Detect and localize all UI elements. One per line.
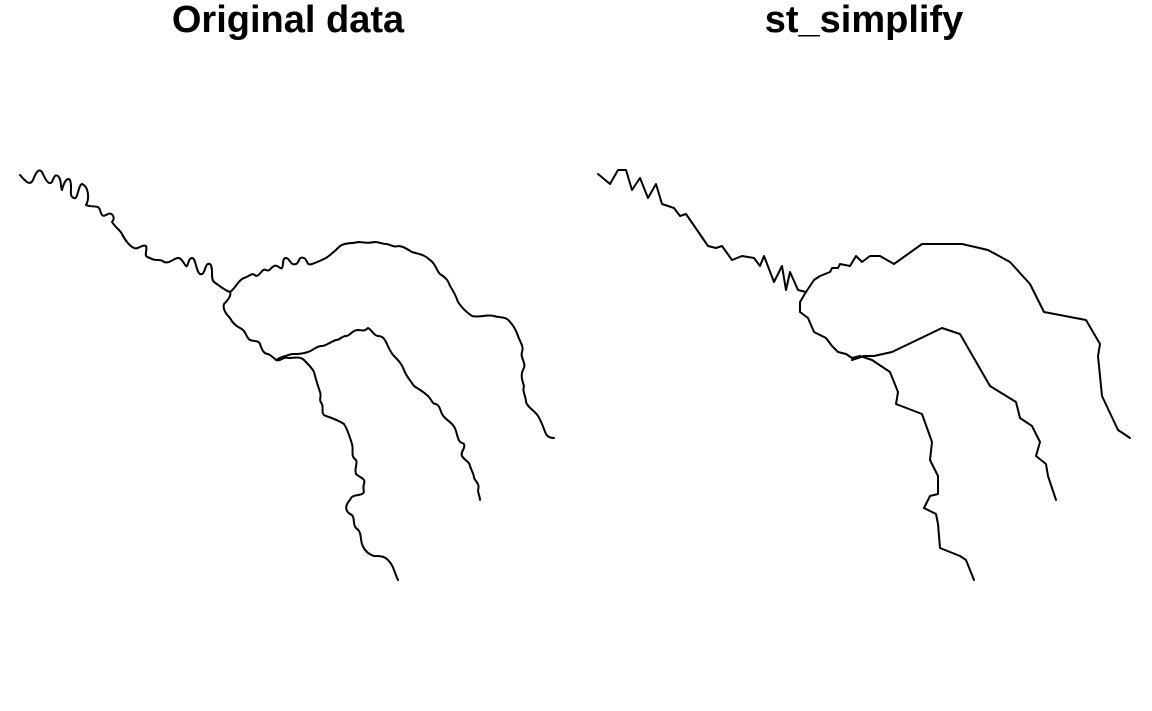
river-network-original-map bbox=[19, 169, 555, 581]
panel-title-simplified: st_simplify bbox=[764, 0, 964, 41]
original-data-panel: Original data bbox=[19, 0, 555, 581]
river-main-stem-original bbox=[19, 169, 399, 581]
panel-title-original: Original data bbox=[171, 0, 405, 41]
river-east-tributary-original bbox=[229, 241, 555, 439]
st-simplify-panel: st_simplify bbox=[576, 0, 1152, 711]
river-middle-tributary-simplified bbox=[851, 327, 1057, 501]
river-main-stem-simplified bbox=[597, 169, 975, 581]
river-east-tributary-simplified bbox=[805, 243, 1131, 439]
river-middle-tributary-original bbox=[275, 327, 481, 501]
river-network-simplified-map bbox=[597, 169, 1131, 581]
